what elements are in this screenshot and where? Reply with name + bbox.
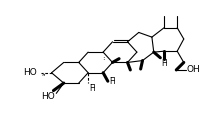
- Text: ·: ·: [102, 56, 104, 65]
- Text: OH: OH: [187, 65, 200, 74]
- Text: ·: ·: [102, 54, 104, 63]
- Text: HO: HO: [41, 92, 54, 101]
- Text: H̅: H̅: [110, 77, 115, 86]
- Text: H: H: [161, 59, 167, 68]
- Text: HO: HO: [23, 68, 37, 77]
- Text: ,,: ,,: [41, 68, 46, 77]
- Text: H̅: H̅: [89, 84, 95, 93]
